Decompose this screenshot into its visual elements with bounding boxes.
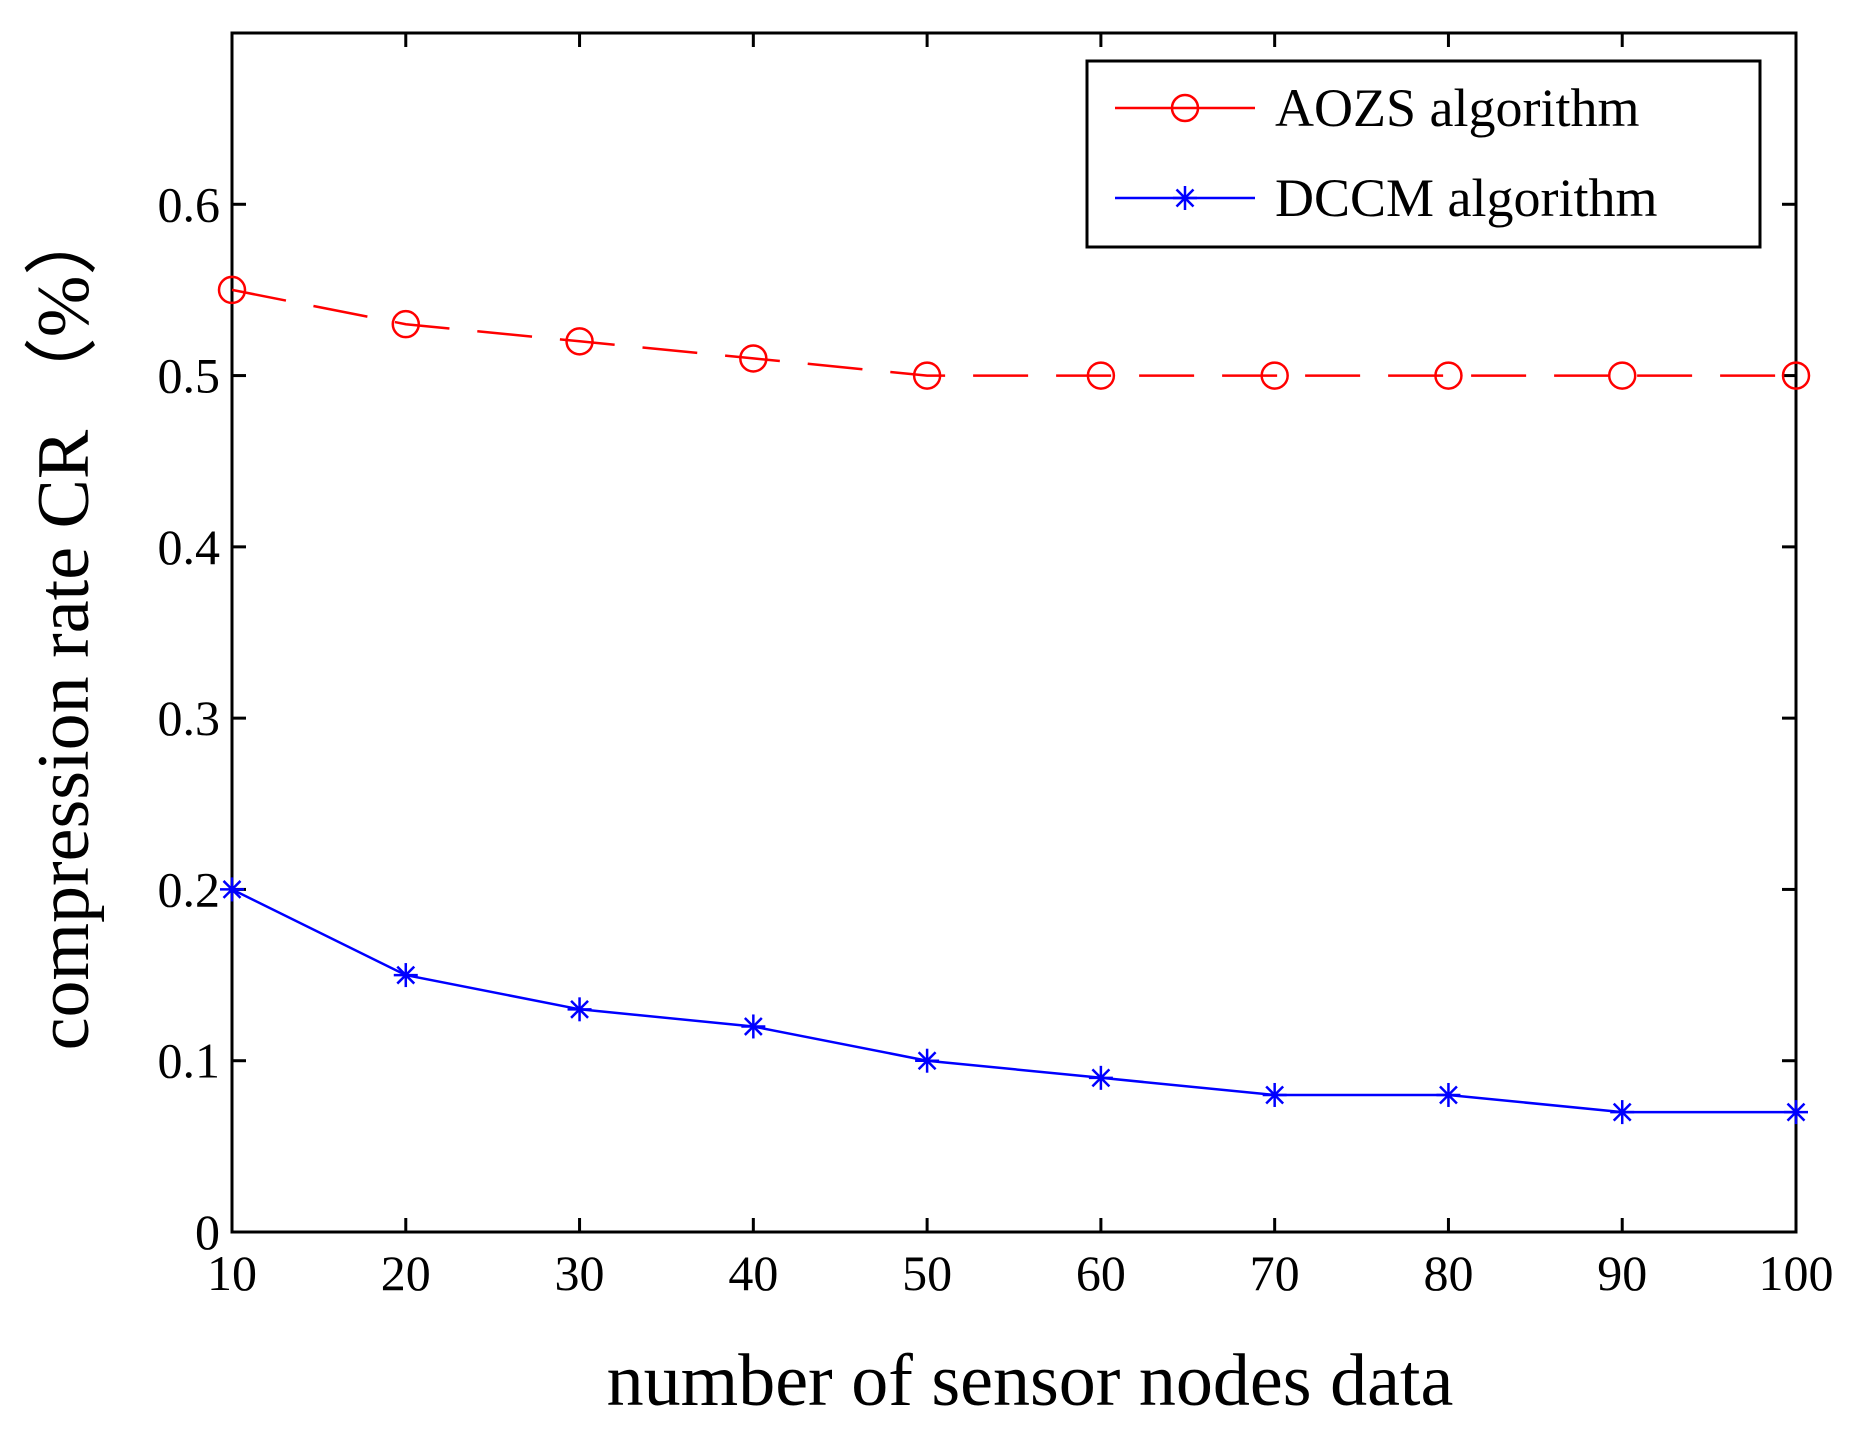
legend-label-dccm: DCCM algorithm [1275, 168, 1658, 228]
y-axis-ticks: 0 0.1 0.2 0.3 0.4 0.5 0.6 [158, 176, 1796, 1260]
y-axis-label: compression rate CR （%） [23, 202, 105, 1051]
x-tick-label: 80 [1423, 1245, 1473, 1301]
legend-box [1085, 59, 1762, 249]
legend-label-aozs: AOZS algorithm [1275, 78, 1639, 138]
data-point-circle [1781, 361, 1811, 390]
x-axis-ticks: 10 20 30 40 50 60 70 80 90 100 [207, 33, 1834, 1301]
legend-asterisk [1173, 186, 1197, 210]
x-tick-label: 10 [207, 1245, 257, 1301]
data-point-asterisk [915, 1048, 940, 1073]
data-point-circle [1607, 361, 1637, 390]
data-point-asterisk [1088, 1065, 1113, 1090]
data-point-circle [565, 327, 594, 356]
data-point-asterisk [1436, 1082, 1461, 1107]
y-tick-label: 0.2 [158, 861, 221, 917]
y-tick-label: 0.5 [158, 348, 221, 404]
x-tick-label: 70 [1250, 1245, 1300, 1301]
data-point-circle [1260, 361, 1289, 390]
series-line-1 [231, 888, 1796, 1114]
x-tick-label: 90 [1597, 1245, 1647, 1301]
x-tick-label: 40 [728, 1245, 778, 1301]
x-axis-label: number of sensor nodes data [607, 1340, 1454, 1422]
x-tick-label: 60 [1076, 1245, 1126, 1301]
data-point-circle [739, 344, 768, 373]
data-point-circle [1086, 361, 1116, 390]
data-point-circle [1434, 361, 1463, 390]
x-tick-label: 50 [902, 1245, 952, 1301]
y-tick-label: 0.3 [158, 690, 221, 746]
data-point-asterisk [393, 963, 418, 988]
legend-item-dccm: DCCM algorithm [1115, 168, 1658, 228]
y-tick-label: 0.4 [158, 519, 221, 575]
y-tick-label: 0.1 [158, 1033, 221, 1089]
plot-area [230, 31, 1798, 1234]
legend: AOZS algorithm DCCM algorithm [1085, 59, 1762, 249]
legend-marker-dccm [1173, 186, 1197, 210]
plot-frame [230, 31, 1798, 1234]
legend-marker-aozs [1170, 93, 1200, 123]
data-point-asterisk [1610, 1100, 1635, 1125]
x-tick-label: 20 [381, 1245, 431, 1301]
data-point-circle [391, 309, 421, 339]
series-layer [217, 275, 1811, 1125]
data-point-asterisk [1262, 1082, 1287, 1107]
series-line-0 [231, 288, 1796, 377]
data-point-asterisk [741, 1014, 766, 1039]
data-point-asterisk [567, 997, 592, 1022]
y-tick-label: 0.6 [158, 176, 221, 232]
legend-item-aozs: AOZS algorithm [1115, 78, 1639, 138]
data-point-circle [912, 361, 942, 390]
data-point-asterisk [220, 877, 244, 902]
data-point-asterisk [1784, 1100, 1808, 1125]
x-tick-label: 30 [555, 1245, 605, 1301]
x-tick-label: 100 [1759, 1245, 1834, 1301]
data-point-circle [217, 275, 247, 305]
y-tick-label: 0 [195, 1204, 220, 1260]
